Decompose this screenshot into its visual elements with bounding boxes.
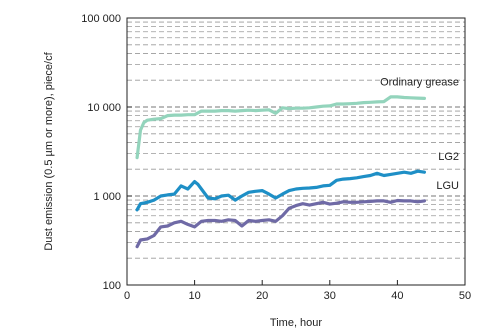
x-axis-ticks: 0 10 20 30 40 50 — [124, 280, 471, 302]
y-tick-label: 10 000 — [87, 102, 121, 114]
series-lines — [135, 95, 426, 249]
series-line-lgu — [135, 198, 426, 249]
y-axis-label: Dust emission (0.5 µm or more), piece/cf — [43, 51, 55, 250]
y-tick-label: 100 000 — [81, 13, 121, 25]
series-label-ordinary-grease: Ordinary grease — [380, 76, 459, 88]
y-axis-ticks: 100 1 000 10 000 100 000 — [81, 13, 132, 292]
x-axis-label: Time, hour — [270, 317, 323, 329]
y-tick-label: 100 — [103, 280, 121, 292]
x-tick-label: 40 — [391, 290, 403, 302]
x-tick-label: 20 — [256, 290, 268, 302]
series-line-lg2 — [135, 169, 426, 212]
plot-area-frame — [126, 17, 466, 286]
x-tick-label: 0 — [124, 290, 130, 302]
series-labels: Ordinary grease LG2 LGU — [380, 76, 459, 192]
x-tick-label: 50 — [459, 290, 471, 302]
series-line-ordinary-grease — [135, 95, 426, 160]
series-label-lg2: LG2 — [438, 151, 459, 163]
series-label-lgu: LGU — [436, 180, 459, 192]
y-tick-label: 1 000 — [93, 191, 121, 203]
x-tick-label: 10 — [188, 290, 200, 302]
x-tick-label: 30 — [324, 290, 336, 302]
grid-lines — [127, 21, 465, 259]
